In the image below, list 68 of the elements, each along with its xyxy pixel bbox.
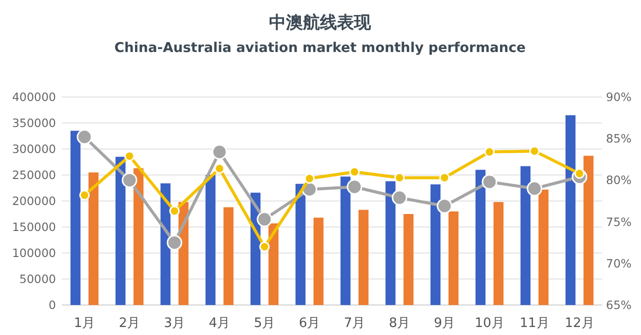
point	[304, 173, 315, 184]
chart-subtitle: China-Australia aviation market monthly performance	[114, 40, 526, 56]
point	[256, 212, 272, 228]
chart-title: 中澳航线表现	[269, 13, 372, 33]
x-tick-label: 9月	[434, 316, 456, 331]
y-tick-label: 50000	[19, 272, 56, 286]
x-tick-label: 10月	[474, 316, 504, 331]
point	[526, 180, 542, 196]
bar	[566, 115, 576, 305]
x-tick-label: 3月	[164, 316, 186, 331]
bar	[224, 207, 234, 305]
bar	[116, 156, 126, 305]
point	[166, 234, 182, 250]
bar	[206, 175, 216, 305]
y2-tick-label: 85%	[606, 132, 632, 146]
x-tick-label: 11月	[520, 316, 550, 331]
bar	[88, 172, 98, 305]
bar	[520, 166, 530, 305]
y2-tick-label: 90%	[606, 90, 632, 104]
bar	[358, 210, 368, 305]
point	[212, 144, 228, 160]
y-tick-label: 200000	[12, 194, 56, 208]
bar	[296, 184, 306, 305]
y-tick-label: 0	[48, 298, 56, 312]
bar	[268, 223, 278, 305]
y-tick-label: 350000	[12, 116, 56, 130]
point	[169, 206, 180, 216]
point	[529, 146, 540, 156]
point	[484, 146, 495, 158]
bar	[448, 211, 458, 305]
bar	[404, 214, 414, 305]
x-tick-label: 1月	[74, 316, 96, 331]
bar	[134, 168, 144, 305]
bar	[340, 176, 350, 305]
x-tick-label: 5月	[254, 316, 276, 331]
y-tick-label: 100000	[12, 246, 56, 260]
bar	[70, 130, 80, 305]
bar	[494, 202, 504, 305]
point	[436, 198, 452, 214]
x-tick-label: 2月	[118, 316, 140, 331]
bar	[386, 181, 396, 305]
x-tick-label: 7月	[344, 316, 366, 331]
point	[76, 129, 92, 145]
y2-tick-label: 75%	[606, 214, 632, 229]
x-tick-label: 6月	[298, 316, 320, 331]
y-tick-label: 150000	[12, 220, 56, 234]
x-tick-label: 12月	[564, 316, 594, 331]
point	[349, 166, 360, 178]
y2-tick-label: 65%	[606, 298, 632, 312]
bar	[538, 190, 548, 305]
bar	[314, 218, 324, 305]
point	[214, 163, 225, 174]
point	[122, 172, 138, 188]
y-tick-label: 250000	[12, 168, 56, 182]
point	[124, 150, 135, 162]
y2-tick-label: 70%	[606, 256, 632, 270]
point	[392, 190, 408, 206]
point	[346, 179, 362, 195]
x-tick-label: 4月	[208, 316, 230, 331]
point	[79, 190, 90, 200]
x-tick-label: 8月	[388, 316, 410, 331]
y-tick-label: 400000	[12, 90, 56, 104]
bar	[430, 184, 440, 305]
bar	[476, 170, 486, 305]
y2-tick-label: 80%	[606, 173, 632, 188]
point	[482, 174, 498, 190]
y-tick-label: 300000	[12, 142, 56, 156]
bar	[584, 156, 594, 305]
